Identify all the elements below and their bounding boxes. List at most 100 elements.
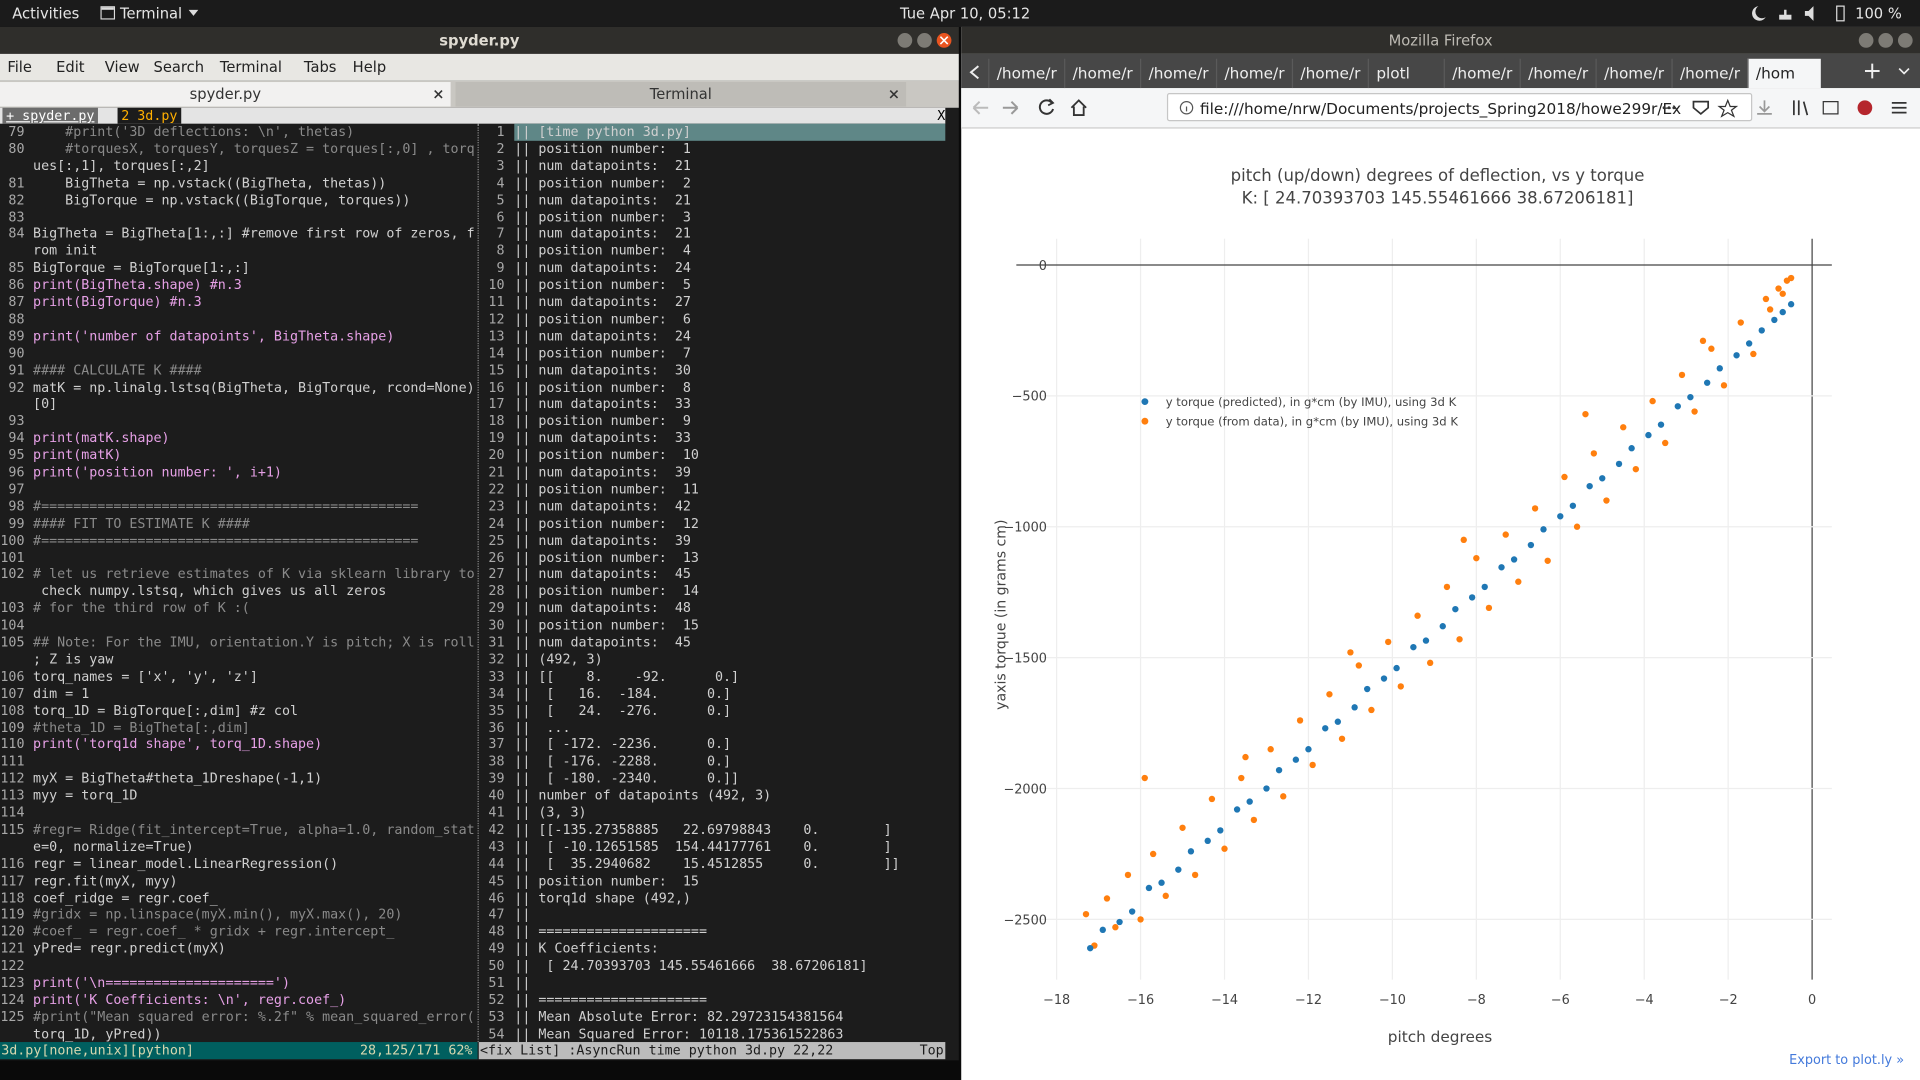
battery: 100 % — [1855, 4, 1902, 23]
code-line: myy = torq_1D — [33, 787, 138, 804]
clock[interactable]: Tue Apr 10, 05:12 — [900, 4, 1031, 23]
menu-item[interactable]: Tabs — [303, 58, 337, 76]
scatter-point — [1473, 554, 1480, 562]
line-number: 24 — [488, 515, 505, 532]
line-number: 45 — [488, 872, 505, 889]
output-line: || [[-135.27358885 22.69798843 0. ] — [514, 821, 892, 838]
export-link[interactable]: Export to plot.ly » — [1789, 1053, 1904, 1068]
line-number: 46 — [488, 889, 505, 906]
code-line: #coef_ = regr.coef_ * gridx + regr.inter… — [33, 923, 395, 940]
app-menu[interactable]: Terminal — [120, 4, 183, 23]
line-number: 43 — [488, 838, 505, 855]
scatter-point — [1733, 352, 1740, 359]
scatter-point — [1422, 637, 1430, 644]
terminal-tab[interactable]: spyder.py — [0, 82, 451, 107]
browser-tab[interactable]: /hom — [1747, 58, 1821, 89]
x-tick-label: −4 — [1635, 993, 1654, 1008]
scatter-point — [1246, 798, 1253, 805]
code-line: matK = np.linalg.lstsq(BigTheta, BigTorq… — [33, 378, 475, 395]
scatter-point — [1296, 717, 1304, 724]
y-tick-label: 0 — [1039, 259, 1047, 274]
menu-item[interactable]: Terminal — [219, 58, 283, 76]
x-tick-label: −18 — [1043, 993, 1070, 1008]
tab-close[interactable] — [433, 89, 443, 99]
line-number: 25 — [488, 532, 505, 549]
output-line: || num datapoints: 39 — [514, 532, 691, 549]
scatter-point — [1280, 793, 1287, 800]
scatter-point — [1716, 365, 1723, 372]
firefox-window: Mozilla Firefox /home/r/home/r/home/r/ho… — [961, 26, 1920, 1080]
code-line: myX = BigTheta#theta_1Dreshape(-1,1) — [33, 770, 323, 787]
menu-item[interactable]: Edit — [56, 58, 85, 76]
vim-tab[interactable]: 2 3d.py — [117, 107, 182, 124]
output-line: || position number: 5 — [514, 276, 691, 293]
nav-bar: file:///home/nrw/Documents/projects_Spri… — [961, 88, 1920, 129]
output-line: || [ -176. -2288. 0.] — [514, 753, 732, 770]
code-line: torq_names = ['x', 'y', 'z'] — [33, 668, 258, 685]
browser-tab[interactable]: /home/r — [988, 58, 1061, 89]
activities[interactable]: Activities — [12, 4, 80, 23]
output-line: || num datapoints: 30 — [514, 361, 691, 378]
info-icon[interactable] — [1179, 100, 1194, 115]
code-line: #regr= Ridge(fit_intercept=True, alpha=1… — [33, 821, 475, 838]
menu-item[interactable]: Help — [352, 58, 387, 76]
scatter-point — [1426, 659, 1434, 667]
menu-item[interactable]: File — [7, 58, 32, 76]
nav-buttons[interactable] — [971, 98, 1093, 118]
line-number: 101 — [0, 549, 25, 566]
output-line: || position number: 4 — [514, 242, 691, 259]
line-number: 54 — [488, 1025, 505, 1042]
window-buttons[interactable] — [895, 32, 956, 49]
scatter-point — [1771, 316, 1778, 324]
line-number: 30 — [488, 617, 505, 634]
tab-new[interactable] — [1864, 61, 1914, 81]
line-number: 22 — [488, 481, 505, 498]
output-line: || [ -180. -2340. 0.]] — [514, 770, 740, 787]
window-buttons[interactable] — [1856, 32, 1917, 49]
toolbar-icons[interactable] — [1659, 98, 1916, 118]
code-line: dim = 1 — [33, 685, 90, 702]
terminal-tabs: spyder.py Terminal — [0, 80, 959, 108]
menu-item[interactable]: View — [104, 58, 140, 76]
browser-tab[interactable]: /home/r — [1140, 58, 1213, 89]
scatter-point — [1687, 393, 1694, 401]
browser-tab[interactable]: plotl — [1367, 58, 1441, 89]
dropdown-arrow — [188, 9, 199, 16]
scatter-point — [1443, 583, 1451, 591]
line-number: 10 — [488, 276, 505, 293]
url-bar[interactable]: file:///home/nrw/Documents/projects_Spri… — [1166, 93, 1753, 122]
browser-tab[interactable]: /home/r — [1291, 58, 1365, 89]
terminal-tab[interactable]: Terminal — [455, 82, 907, 107]
scatter-point — [1410, 643, 1417, 651]
browser-tab[interactable]: /home/r — [1519, 58, 1593, 89]
browser-tab[interactable]: /home/r — [1671, 58, 1744, 89]
output-line: || num datapoints: 21 — [514, 225, 691, 242]
line-number: 85 — [8, 259, 25, 276]
vim-tabline: + spyder.py 2 3d.py X — [0, 107, 946, 124]
line-number: 103 — [0, 600, 25, 617]
output-line: || num datapoints: 42 — [514, 498, 691, 515]
scatter-point — [1586, 482, 1593, 490]
menu-item[interactable]: Search — [153, 58, 205, 76]
browser-tab[interactable]: /home/r — [1595, 58, 1669, 89]
scatter-point — [1191, 871, 1199, 879]
line-number: 120 — [0, 923, 25, 940]
line-number: 53 — [488, 1008, 505, 1025]
browser-tab[interactable]: /home/r — [1215, 58, 1289, 89]
quickfix-pane: 1 || [time python 3d.py] 2 || position numb… — [480, 123, 946, 1042]
output-line: || [ 35.2940682 15.4512855 0. ]] — [514, 855, 900, 872]
tab-close[interactable] — [889, 89, 899, 99]
line-number: 12 — [488, 310, 505, 327]
vim-tab[interactable]: + spyder.py — [2, 107, 99, 124]
browser-tab[interactable]: /home/r — [1064, 58, 1137, 89]
line-number: 79 — [8, 123, 25, 140]
vim-tab-close[interactable]: X — [937, 107, 946, 124]
scatter-point — [1703, 379, 1711, 386]
code-line: #theta_1D = BigTheta[:,dim] — [33, 719, 250, 736]
line-number: 36 — [488, 719, 505, 736]
browser-tab[interactable]: /home/r — [1443, 58, 1517, 89]
tab-scroll-left[interactable] — [969, 65, 981, 80]
line-number: 8 — [496, 242, 505, 259]
editor-pane: 79 #print('3D deflections: \n', thetas) 8… — [0, 124, 478, 1042]
